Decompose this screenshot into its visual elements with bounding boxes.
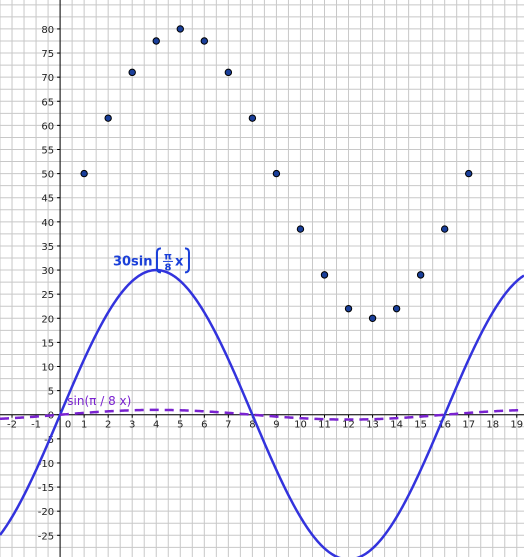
x-tick-label: 13 xyxy=(366,420,379,431)
data-point[interactable] xyxy=(465,169,473,178)
x-tick-label: -2 xyxy=(7,420,17,431)
x-tick-label: 19 xyxy=(510,420,523,431)
y-tick-label: 60 xyxy=(41,121,54,132)
curve-labels[interactable]: 30sin π8 x sin(π / 8 x) xyxy=(67,247,190,408)
data-point[interactable] xyxy=(104,114,112,122)
x-tick-label: 2 xyxy=(105,420,111,431)
y-tick-label: 10 xyxy=(41,363,54,374)
x-tick-label: 1 xyxy=(81,420,87,431)
x-tick-label: -1 xyxy=(31,420,41,431)
label-suffix: x xyxy=(175,254,184,269)
x-tick-label: 17 xyxy=(462,420,475,431)
data-points[interactable] xyxy=(80,25,473,322)
y-tick-label: 55 xyxy=(41,145,54,156)
y-tick-label: 80 xyxy=(41,25,54,36)
y-tick-label: 45 xyxy=(41,194,54,205)
y-tick-label: 65 xyxy=(41,97,54,108)
x-tick-label: 16 xyxy=(438,420,451,431)
data-point[interactable] xyxy=(152,37,160,45)
x-tick-label: 18 xyxy=(486,420,499,431)
y-tick-label: -15 xyxy=(38,483,54,494)
y-tick-label: -25 xyxy=(38,531,54,542)
data-point[interactable] xyxy=(320,271,329,279)
x-tick-label: 15 xyxy=(414,420,427,431)
data-point[interactable] xyxy=(416,271,425,279)
x-tick-label: 0 xyxy=(65,420,71,431)
label-paren-left xyxy=(155,247,162,274)
sin-curve-30[interactable] xyxy=(0,268,524,557)
x-tick-label: 8 xyxy=(249,420,255,431)
x-tick-label: 6 xyxy=(201,420,207,431)
data-point[interactable] xyxy=(248,114,257,122)
data-point[interactable] xyxy=(440,225,449,233)
y-tick-label: 30 xyxy=(41,266,54,277)
data-point[interactable] xyxy=(224,68,233,77)
y-tick-label: 20 xyxy=(41,314,54,325)
x-tick-label: 14 xyxy=(390,420,403,431)
label-denominator: 8 xyxy=(164,262,171,273)
dashed-curve-label[interactable]: sin(π / 8 x) xyxy=(67,394,131,408)
y-tick-label: 35 xyxy=(41,242,54,253)
data-point[interactable] xyxy=(272,169,281,178)
x-tick-label: 10 xyxy=(294,420,307,431)
x-tick-label: 12 xyxy=(342,420,355,431)
x-tick-label: 11 xyxy=(318,420,331,431)
y-tick-label: 40 xyxy=(41,218,54,229)
y-tick-label: 5 xyxy=(48,387,54,398)
data-point[interactable] xyxy=(368,314,377,322)
x-tick-label: 9 xyxy=(273,420,279,431)
label-prefix: 30sin xyxy=(113,254,153,269)
function-curves[interactable] xyxy=(0,268,524,557)
main-curve-label[interactable]: 30sin π8 x xyxy=(113,247,190,274)
y-tick-label: -10 xyxy=(38,459,54,470)
y-tick-label: 50 xyxy=(41,170,54,181)
y-tick-label: 15 xyxy=(41,338,54,349)
y-tick-label: 25 xyxy=(41,290,54,301)
y-tick-label: 70 xyxy=(41,73,54,84)
y-tick-label: -20 xyxy=(38,507,54,518)
tick-labels: -2 -1 0 1 2 3 4 5 6 7 8 9 10 11 12 13 14 15 16 17 18 19-25-20… xyxy=(7,25,523,542)
x-tick-label: 5 xyxy=(177,420,183,431)
label-paren-right xyxy=(184,247,190,274)
data-point[interactable] xyxy=(80,169,88,178)
sin-curve-dashed[interactable] xyxy=(0,408,524,421)
data-point[interactable] xyxy=(176,25,184,33)
x-tick-label: 7 xyxy=(225,420,231,431)
label-numerator: π xyxy=(164,251,172,262)
x-tick-label: 3 xyxy=(129,420,135,431)
x-tick-label: 4 xyxy=(153,420,159,431)
data-point[interactable] xyxy=(344,304,353,313)
data-point[interactable] xyxy=(392,304,401,313)
data-point[interactable] xyxy=(296,225,305,233)
y-tick-label: 75 xyxy=(41,49,54,60)
data-point[interactable] xyxy=(200,37,209,45)
data-point[interactable] xyxy=(128,68,136,77)
